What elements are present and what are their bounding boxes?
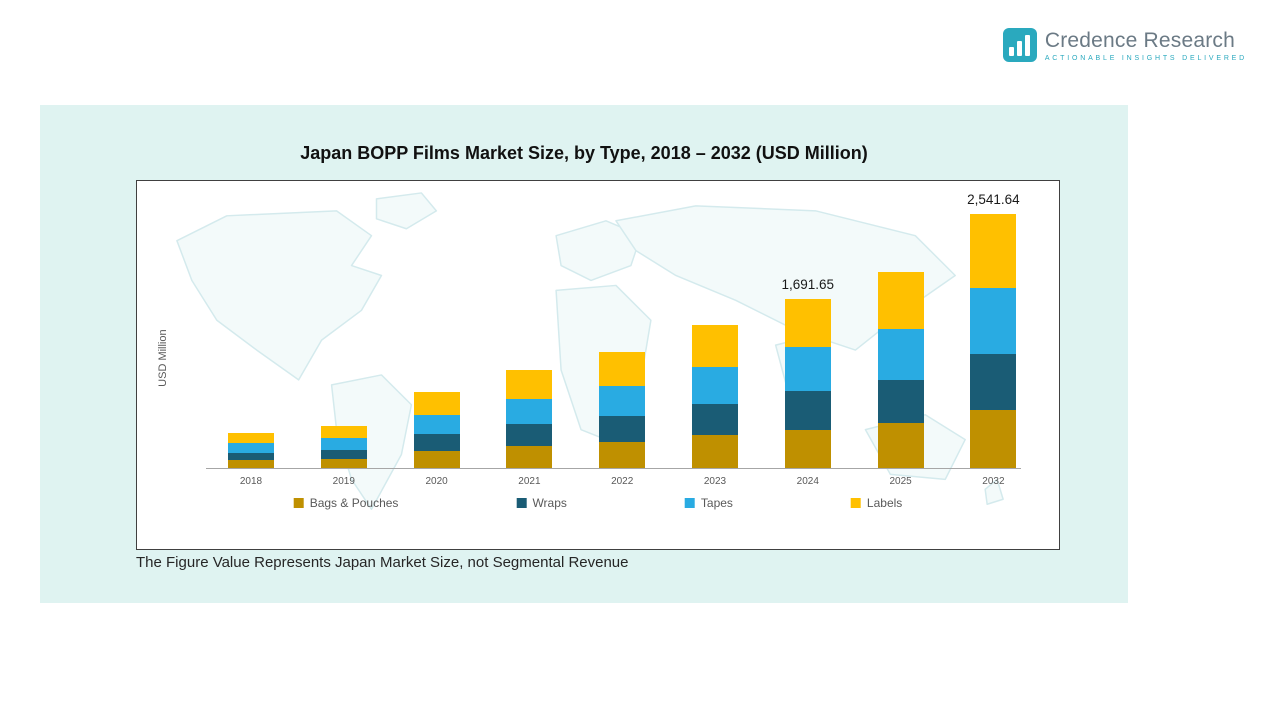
legend-label-wraps: Wraps: [532, 496, 567, 510]
chart-legend: Bags & Pouches Wraps Tapes Labels: [293, 496, 903, 510]
bar-2022-wraps: [599, 416, 646, 442]
bar-2020-tapes: [413, 414, 460, 434]
x-tick-label-2032: 2032: [982, 476, 1005, 487]
bar-2023-wraps: [692, 403, 738, 435]
x-tick-label-2021: 2021: [518, 476, 541, 487]
bar-2020-bags-pouches: [413, 450, 460, 468]
bar-2032-bags-pouches: [970, 410, 1017, 468]
bar-2025-tapes: [877, 329, 924, 380]
x-tick-label-2022: 2022: [611, 476, 634, 487]
bar-2018-tapes: [228, 443, 274, 453]
legend-item-tapes: Tapes: [684, 496, 733, 510]
bar-2025-bags-pouches: [877, 423, 924, 468]
bar-2023-labels: [692, 325, 738, 367]
logo-brand-name: Credence Research: [1044, 28, 1235, 52]
bar-2018-labels: [228, 433, 274, 443]
x-tick-label-2023: 2023: [703, 476, 727, 487]
bar-2021-labels: [506, 370, 553, 399]
legend-item-labels: Labels: [850, 496, 903, 510]
bar-2019-labels: [320, 426, 367, 438]
chart-panel: Japan BOPP Films Market Size, by Type, 2…: [40, 105, 1128, 603]
plot-area: 2018 2019 2020 2021 2022 2023 2024 1,691.65 2025…: [137, 181, 1059, 549]
x-tick-label-2024: 2024: [796, 476, 819, 487]
bar-2018-bags-pouches: [228, 460, 274, 468]
legend-swatch-labels: [850, 498, 861, 508]
data-label-2024: 1,691.65: [781, 276, 835, 292]
legend-swatch-tapes: [684, 498, 695, 508]
figure-note: The Figure Value Represents Japan Market…: [136, 554, 629, 571]
bar-2025-wraps: [877, 380, 924, 423]
bar-2021-wraps: [506, 424, 553, 446]
bar-2023-tapes: [692, 366, 738, 404]
legend-item-bags-pouches: Bags & Pouches: [293, 496, 399, 510]
credence-research-logo: Credence Research Actionable Insights De…: [1002, 28, 1247, 62]
bar-2020-labels: [413, 392, 460, 415]
chart-title: Japan BOPP Films Market Size, by Type, 2…: [300, 143, 868, 163]
legend-label-labels: Labels: [866, 496, 903, 510]
logo-text: Credence Research Actionable Insights De…: [1045, 29, 1247, 62]
bar-2024-bags-pouches: [784, 430, 831, 468]
bar-2024-wraps: [784, 391, 831, 430]
bar-2032-labels: [970, 213, 1017, 288]
bar-2021-tapes: [506, 398, 553, 424]
x-axis-line: [206, 468, 1021, 469]
bar-2022-labels: [599, 352, 646, 386]
bar-chart-logo-icon: [1002, 28, 1037, 62]
legend-item-wraps: Wraps: [516, 496, 567, 510]
legend-label-tapes: Tapes: [700, 496, 733, 510]
bar-2021-bags-pouches: [506, 445, 553, 468]
bar-2020-wraps: [413, 434, 460, 451]
chart-plot-box: USD Million 2018 2019 2020 2021 2022 2023 2024…: [136, 180, 1060, 550]
bar-2023-bags-pouches: [692, 435, 738, 468]
bar-2019-bags-pouches: [320, 458, 367, 468]
bar-2019-wraps: [320, 449, 367, 459]
bar-2032-tapes: [970, 288, 1017, 354]
logo-tagline: Actionable Insights Delivered: [1044, 54, 1247, 62]
bar-2024-tapes: [784, 347, 831, 391]
bar-2018-wraps: [228, 452, 274, 460]
legend-swatch-bags-pouches: [293, 498, 304, 508]
x-tick-label-2018: 2018: [239, 476, 263, 487]
bar-2022-tapes: [599, 386, 646, 416]
bar-2025-labels: [877, 272, 924, 329]
bar-2022-bags-pouches: [599, 441, 646, 468]
bar-2019-tapes: [320, 438, 367, 450]
x-tick-label-2025: 2025: [889, 476, 912, 487]
bar-2032-wraps: [970, 354, 1017, 410]
x-tick-label-2020: 2020: [425, 476, 448, 487]
x-tick-label-2019: 2019: [332, 476, 355, 487]
legend-label-bags-pouches: Bags & Pouches: [309, 496, 399, 510]
legend-swatch-wraps: [516, 498, 527, 508]
data-label-2032: 2,541.64: [967, 191, 1020, 207]
bar-2024-labels: [784, 298, 831, 347]
